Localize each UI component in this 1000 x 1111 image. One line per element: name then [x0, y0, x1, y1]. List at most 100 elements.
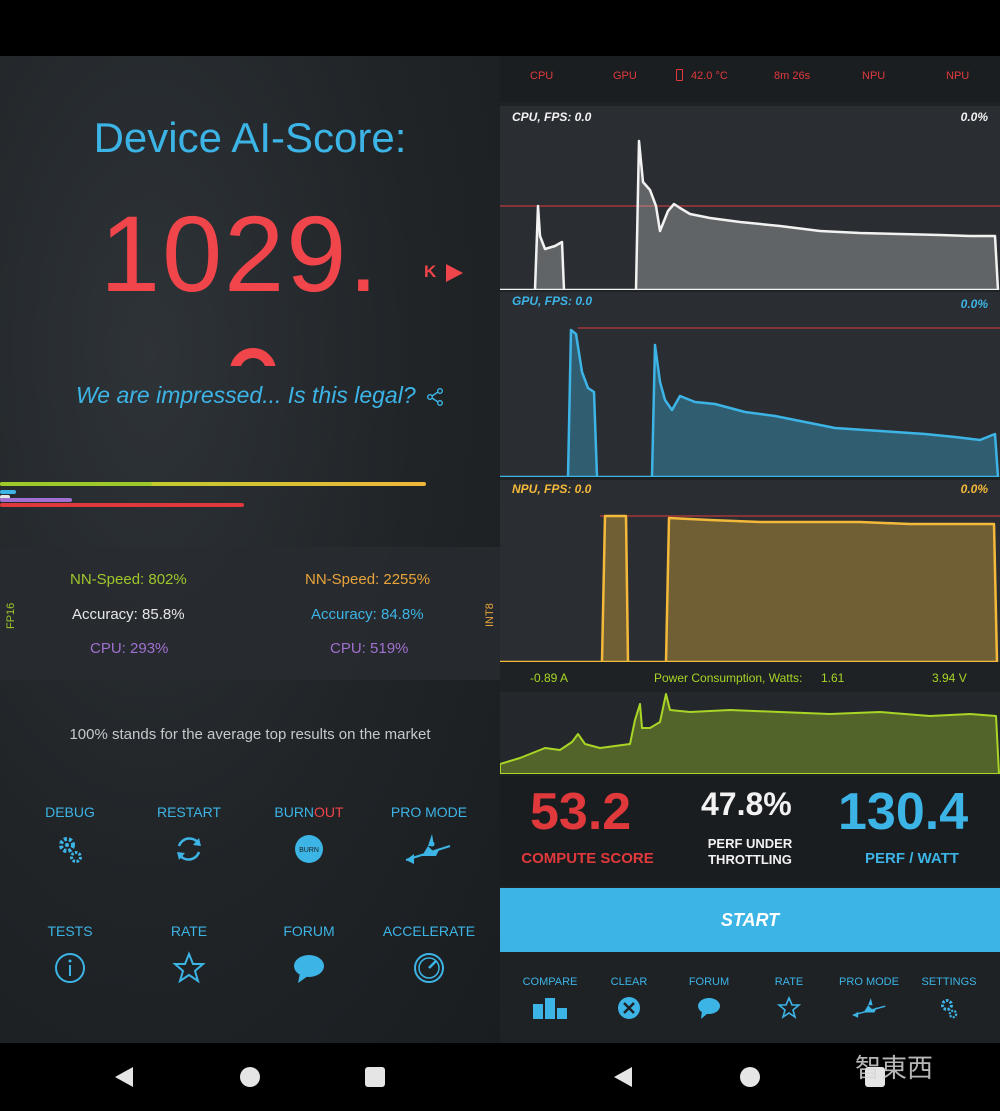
burnout-label-burn: BURN	[274, 804, 315, 820]
cpu-chart-plot	[500, 139, 1000, 290]
compute-score-label: COMPUTE SCORE	[521, 850, 654, 867]
witch-icon	[852, 998, 886, 1018]
forum-button[interactable]: FORUM	[249, 923, 369, 985]
burn-icon: BURN	[295, 835, 323, 863]
rate-nav-button[interactable]: RATE	[749, 976, 829, 1020]
gpu-chart-plot	[500, 327, 1000, 477]
accelerate-button[interactable]: ACCELERATE	[369, 923, 489, 985]
rate-button[interactable]: RATE	[129, 923, 249, 985]
info-icon	[55, 953, 85, 983]
int8-label: INT8	[484, 603, 496, 627]
rate-nav-label: RATE	[774, 976, 804, 988]
forum-nav-label: FORUM	[688, 976, 730, 988]
battery-icon	[676, 69, 683, 81]
int8-cpu: CPU: 519%	[330, 640, 409, 657]
gears-icon	[59, 837, 82, 863]
chat-bubble-icon	[294, 955, 324, 983]
topbar-npu-1: NPU	[862, 70, 886, 82]
stats-panel: FP16 NN-Speed: 802% Accuracy: 85.8% CPU:…	[0, 547, 500, 680]
star-icon	[172, 951, 206, 984]
system-nav-right	[500, 1043, 1000, 1111]
burnout-label-out: OUT	[314, 804, 344, 820]
topbar-npu-2: NPU	[946, 70, 970, 82]
clear-label: CLEAR	[610, 976, 648, 988]
progress-bar-fp16-speed	[0, 482, 152, 486]
tests-button[interactable]: TESTS	[10, 923, 130, 985]
progress-bar-cpu-int8	[0, 503, 244, 507]
fp16-cpu: CPU: 293%	[90, 640, 169, 657]
play-icon[interactable]	[446, 264, 463, 282]
share-icon[interactable]	[426, 388, 444, 406]
settings-label: SETTINGS	[921, 976, 977, 988]
gpu-pct: 0.0%	[960, 297, 988, 311]
home-icon[interactable]	[240, 1067, 260, 1087]
witch-icon	[405, 834, 451, 864]
topbar-time: 8m 26s	[774, 70, 811, 82]
power-label: Power Consumption, Watts:	[654, 671, 803, 685]
gpu-chart: GPU, FPS: 0.0 0.0%	[500, 292, 1000, 477]
forum-label: FORUM	[283, 923, 335, 939]
burnout-label: BURNOUT	[249, 804, 369, 820]
npu-chart-plot	[500, 514, 1000, 662]
restart-icon	[177, 837, 201, 861]
home-icon[interactable]	[740, 1067, 760, 1087]
pro-mode-button[interactable]: PRO MODE	[369, 804, 489, 866]
gauge-icon	[414, 953, 444, 983]
start-button[interactable]: START	[500, 888, 1000, 952]
progress-bar-accuracy-2	[0, 495, 10, 499]
tagline: We are impressed... Is this legal?	[76, 382, 416, 408]
power-watts: 1.61	[821, 671, 845, 685]
topbar-gpu: GPU	[613, 70, 637, 82]
fp16-accuracy: Accuracy: 85.8%	[72, 606, 185, 623]
burnout-button[interactable]: BURNOUT BURN	[249, 804, 369, 866]
restart-button[interactable]: RESTART	[129, 804, 249, 866]
throttling-value: 47.8%	[701, 786, 792, 822]
clear-x-icon	[618, 997, 640, 1019]
fp16-nn-speed: NN-Speed: 802%	[70, 571, 187, 588]
compare-button[interactable]: COMPARE	[510, 976, 590, 1020]
power-chart-plot	[500, 693, 1000, 774]
cpu-pct: 0.0%	[960, 110, 988, 124]
cpu-chart: CPU, FPS: 0.0 0.0%	[500, 106, 1000, 290]
settings-button[interactable]: SETTINGS	[909, 976, 989, 1020]
perf-watt-value: 130.4	[838, 783, 969, 841]
forum-nav-button[interactable]: FORUM	[669, 976, 749, 1020]
throttling-label-1: PERF UNDER	[707, 836, 793, 851]
podium-icon	[533, 998, 567, 1019]
recent-apps-icon[interactable]	[865, 1067, 885, 1087]
rate-label: RATE	[170, 923, 208, 939]
npu-pct: 0.0%	[960, 482, 988, 496]
cpu-fps-label: CPU, FPS: 0.0	[512, 110, 592, 124]
int8-accuracy: Accuracy: 84.8%	[311, 606, 424, 623]
back-icon[interactable]	[115, 1067, 133, 1087]
debug-button[interactable]: DEBUG	[10, 804, 130, 866]
recent-apps-icon[interactable]	[365, 1067, 385, 1087]
voltage-value: 3.94 V	[932, 671, 967, 685]
npu-fps-label: NPU, FPS: 0.0	[512, 482, 592, 496]
restart-label: RESTART	[156, 804, 222, 820]
topbar-temp: 42.0 °C	[691, 70, 728, 82]
market-note: 100% stands for the average top results …	[69, 726, 431, 743]
progress-bar-int8-speed	[0, 482, 426, 486]
gears-icon	[941, 999, 958, 1019]
back-icon[interactable]	[614, 1067, 632, 1087]
compare-label: COMPARE	[522, 976, 578, 988]
burn-icon-text: BURN	[299, 847, 319, 854]
clear-button[interactable]: CLEAR	[589, 976, 669, 1020]
right-panel: CPU GPU 42.0 °C 8m 26s NPU NPU CPU, FPS:…	[500, 56, 1000, 1043]
chat-bubble-icon	[698, 998, 720, 1019]
pro-mode-nav-button[interactable]: PRO MODE	[829, 976, 909, 1020]
tests-label: TESTS	[47, 923, 93, 939]
fp16-label: FP16	[5, 602, 17, 629]
k-badge[interactable]: K	[424, 262, 437, 281]
progress-bar-cpu-fp16	[0, 498, 72, 502]
int8-nn-speed: NN-Speed: 2255%	[305, 571, 431, 588]
progress-bar-accuracy	[0, 490, 16, 494]
pro-mode-nav-label: PRO MODE	[839, 976, 899, 988]
system-nav-left	[0, 1043, 500, 1111]
ai-score-title: Device AI-Score:	[93, 114, 407, 161]
topbar-cpu: CPU	[530, 70, 554, 82]
star-icon	[777, 996, 801, 1019]
monitor-topbar: CPU GPU 42.0 °C 8m 26s NPU NPU	[500, 56, 1000, 102]
scores-panel: 53.2 COMPUTE SCORE 47.8% PERF UNDER THRO…	[500, 776, 1000, 886]
